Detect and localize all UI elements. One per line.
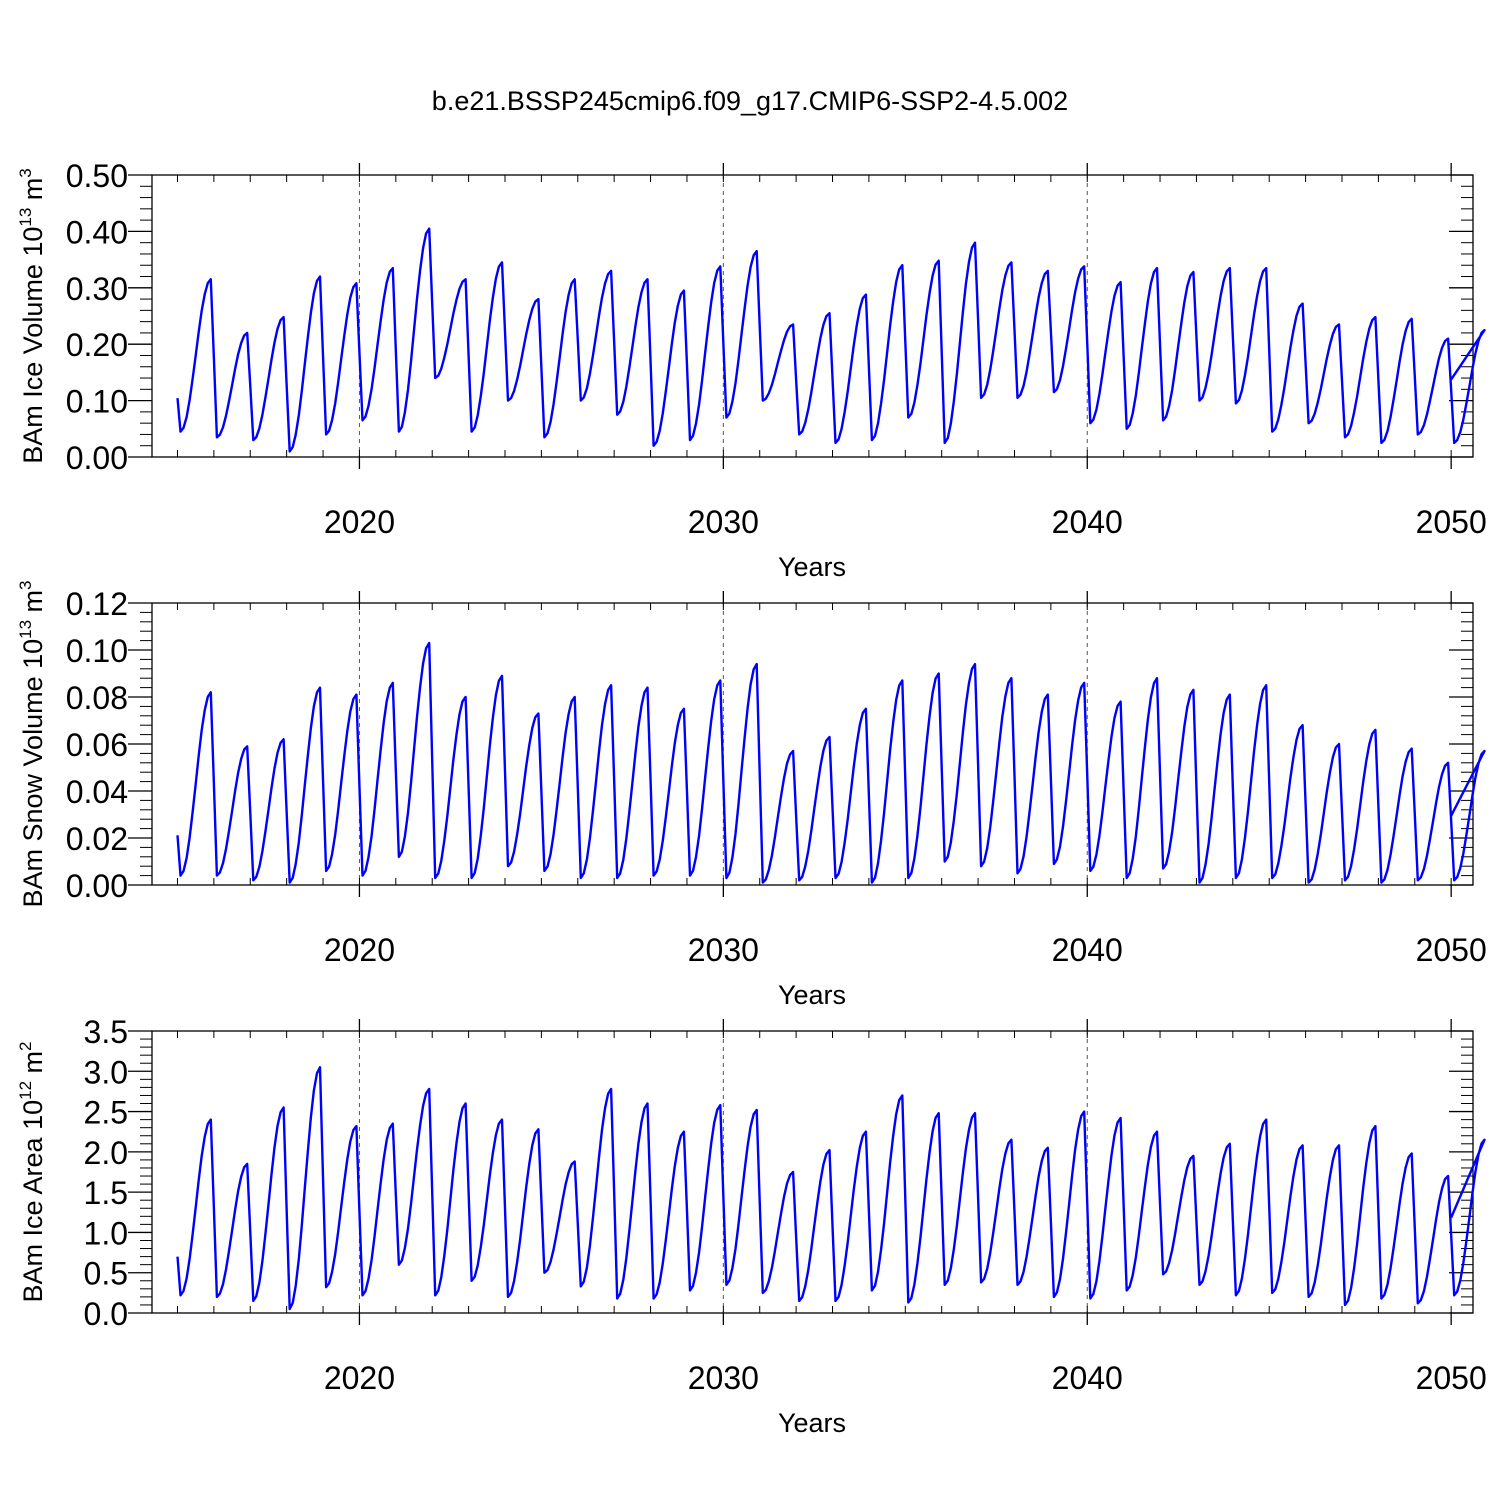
x-axis-label: Years: [778, 980, 846, 1010]
x-tick-label: 2020: [324, 1360, 395, 1396]
x-tick-label: 2050: [1416, 504, 1487, 540]
plot-frame: [151, 602, 1474, 886]
x-tick-label: 2030: [688, 1360, 759, 1396]
x-tick-label: 2030: [688, 932, 759, 968]
y-axis-label: BAm Ice Volume 1013 m3: [16, 168, 48, 464]
plot-frame: [151, 174, 1474, 458]
series-line: [176, 1066, 1486, 1311]
y-tick-label: 0.00: [66, 868, 128, 904]
x-tick-label: 2040: [1052, 932, 1123, 968]
y-tick-label: 2.0: [84, 1135, 128, 1171]
x-tick-label: 2040: [1052, 1360, 1123, 1396]
x-tick-label: 2020: [324, 932, 395, 968]
x-axis-label: Years: [778, 1408, 846, 1438]
y-tick-label: 1.5: [84, 1175, 128, 1211]
y-tick-label: 0.30: [66, 271, 128, 307]
y-tick-label: 0.0: [84, 1296, 128, 1332]
chart-title: b.e21.BSSP245cmip6.f09_g17.CMIP6-SSP2-4.…: [432, 86, 1068, 116]
x-tick-label: 2030: [688, 504, 759, 540]
y-tick-label: 3.0: [84, 1054, 128, 1090]
x-tick-label: 2020: [324, 504, 395, 540]
y-tick-label: 0.00: [66, 440, 128, 476]
y-tick-label: 0.20: [66, 327, 128, 363]
y-tick-label: 0.04: [66, 774, 128, 810]
y-tick-label: 0.10: [66, 384, 128, 420]
y-tick-label: 0.06: [66, 727, 128, 763]
y-tick-label: 0.08: [66, 680, 128, 716]
y-tick-label: 0.12: [66, 586, 128, 622]
y-tick-label: 0.5: [84, 1256, 128, 1292]
y-axis-label: BAm Snow Volume 1013 m3: [16, 580, 48, 907]
y-axis-label: BAm Ice Area 1012 m2: [16, 1042, 48, 1303]
panel-ice-area: 2020 2030 2040 2050 0.0 0.5 1.0 1.5 2.0 2.5 3.0 3.5…: [16, 1014, 1487, 1438]
panel-snow-volume: 2020 2030 2040 2050 0.00 0.02 0.04 0.06 0.08 0.10…: [16, 580, 1487, 1010]
y-tick-label: 0.10: [66, 633, 128, 669]
y-tick-label: 2.5: [84, 1095, 128, 1131]
x-tick-label: 2050: [1416, 1360, 1487, 1396]
y-tick-label: 0.50: [66, 158, 128, 194]
panel-ice-volume: 2020 2030 2040 2050 0.00 0.10 0.20 0.30 0.40 0.50…: [16, 158, 1487, 582]
y-tick-label: 3.5: [84, 1014, 128, 1050]
plot-frame: [151, 1030, 1474, 1314]
series-line: [176, 227, 1486, 453]
y-tick-label: 1.0: [84, 1215, 128, 1251]
x-axis-label: Years: [778, 552, 846, 582]
x-tick-label: 2050: [1416, 932, 1487, 968]
y-tick-label: 0.40: [66, 214, 128, 250]
x-tick-label: 2040: [1052, 504, 1123, 540]
y-tick-label: 0.02: [66, 821, 128, 857]
series-line: [176, 641, 1486, 884]
